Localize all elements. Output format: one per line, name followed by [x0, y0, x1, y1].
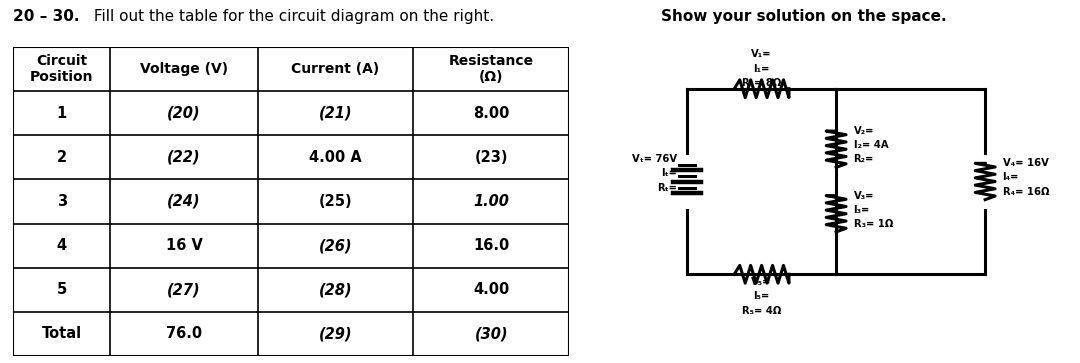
Text: Circuit
Position: Circuit Position [30, 54, 93, 84]
Text: 5: 5 [56, 282, 67, 297]
Text: 2: 2 [56, 150, 67, 165]
Text: Total: Total [41, 326, 82, 341]
Text: (23): (23) [474, 150, 508, 165]
Text: (27): (27) [167, 282, 201, 297]
Text: R₄= 16Ω: R₄= 16Ω [1002, 187, 1049, 197]
Text: (26): (26) [319, 238, 352, 253]
Text: (21): (21) [319, 106, 352, 121]
Text: I₃=: I₃= [853, 205, 869, 215]
Text: Current (A): Current (A) [292, 62, 380, 76]
Text: 16.0: 16.0 [473, 238, 510, 253]
Text: I₂= 4A: I₂= 4A [853, 140, 888, 150]
Text: V₅=: V₅= [752, 277, 772, 287]
Text: Voltage (V): Voltage (V) [140, 62, 228, 76]
Text: 1.00: 1.00 [473, 194, 510, 209]
Text: 3: 3 [56, 194, 67, 209]
Text: Resistance
(Ω): Resistance (Ω) [448, 54, 534, 84]
Text: 4.00 A: 4.00 A [309, 150, 362, 165]
Text: R₁= 8Ω: R₁= 8Ω [742, 78, 781, 88]
Text: V₂=: V₂= [853, 126, 874, 136]
Text: 16 V: 16 V [165, 238, 202, 253]
Text: 8.00: 8.00 [473, 106, 510, 121]
Text: I₁=: I₁= [754, 64, 770, 74]
Text: Fill out the table for the circuit diagram on the right.: Fill out the table for the circuit diagr… [89, 9, 499, 24]
Text: (24): (24) [167, 194, 201, 209]
Text: 20 – 30.: 20 – 30. [11, 17, 78, 32]
Text: I₅=: I₅= [754, 291, 770, 301]
Text: V₃=: V₃= [853, 191, 874, 201]
Text: V₁=: V₁= [752, 49, 772, 60]
Text: 1: 1 [56, 106, 67, 121]
Text: R₅= 4Ω: R₅= 4Ω [742, 306, 781, 315]
Text: 4.00: 4.00 [473, 282, 510, 297]
Text: Vₜ= 76V: Vₜ= 76V [632, 154, 677, 164]
Text: Iₜ=: Iₜ= [661, 168, 677, 179]
Text: 4: 4 [56, 238, 67, 253]
Text: 76.0: 76.0 [166, 326, 202, 341]
Text: (22): (22) [167, 150, 201, 165]
Text: R₂=: R₂= [853, 154, 874, 164]
Text: (20): (20) [167, 106, 201, 121]
Text: 20 – 30.: 20 – 30. [13, 9, 80, 24]
Text: Rₜ=: Rₜ= [658, 183, 677, 192]
Text: (29): (29) [319, 326, 352, 341]
Text: (30): (30) [474, 326, 508, 341]
Text: V₄= 16V: V₄= 16V [1002, 158, 1049, 168]
Text: I₄=: I₄= [1002, 172, 1018, 183]
Text: Show your solution on the space.: Show your solution on the space. [661, 9, 946, 24]
Text: (28): (28) [319, 282, 352, 297]
Text: (25): (25) [319, 194, 352, 209]
Text: R₃= 1Ω: R₃= 1Ω [853, 219, 893, 229]
Text: 20 – 30. Fill out the table for the circuit diagram on the right. Show your solu: 20 – 30. Fill out the table for the circ… [0, 20, 789, 35]
